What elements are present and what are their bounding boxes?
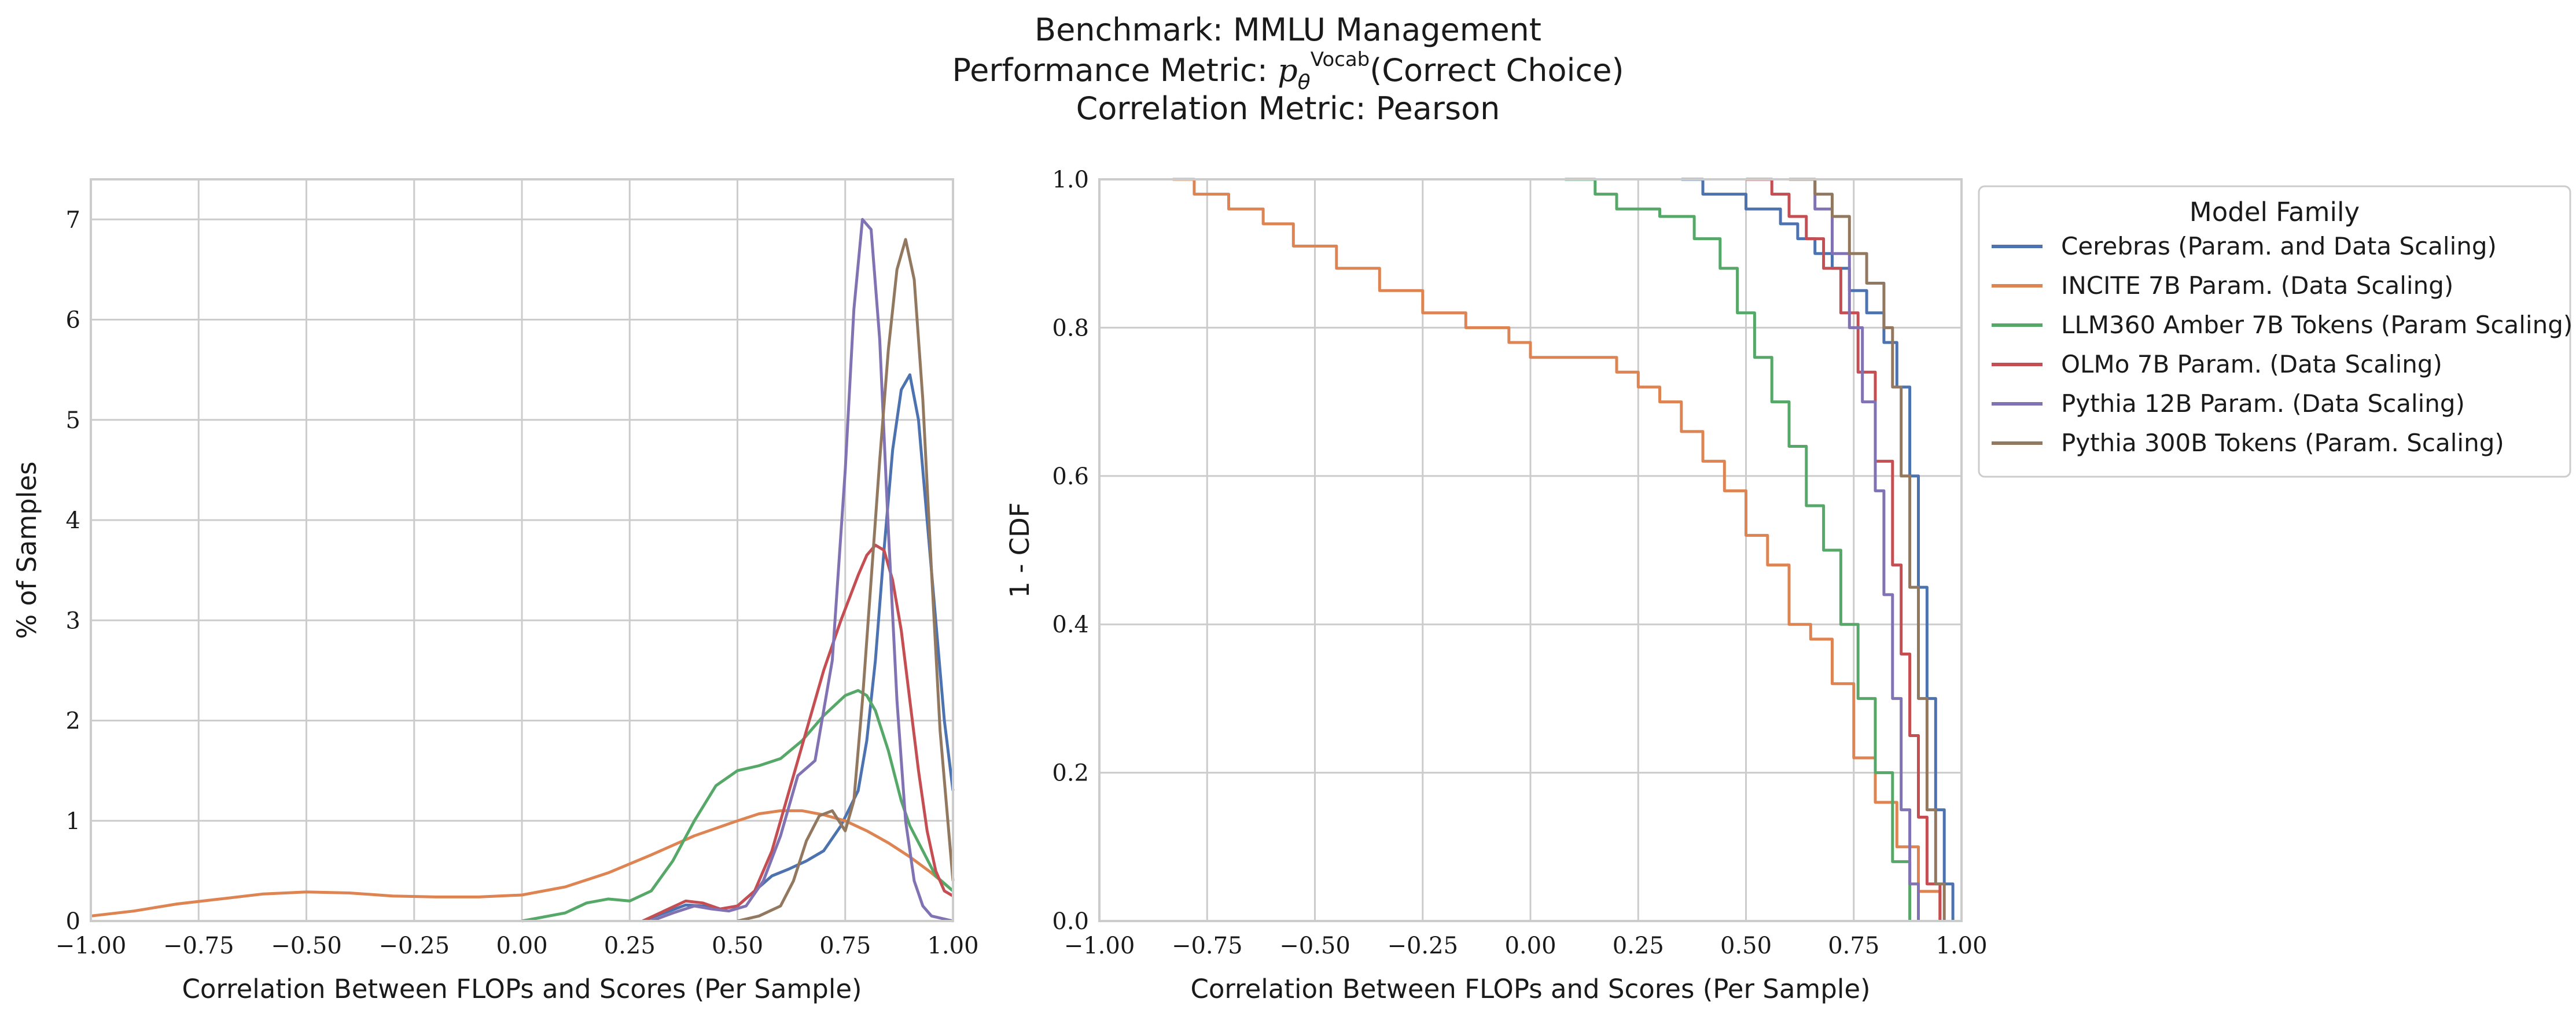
right-x-tick-label: 1.00: [1935, 933, 1987, 959]
left-y-tick-label: 7: [66, 207, 80, 233]
figure-title: Benchmark: MMLU Management Performance M…: [952, 12, 1624, 127]
left-y-tick-label: 0: [66, 908, 80, 935]
left-y-tick-label: 4: [66, 507, 80, 534]
ccdf-panel: −1.00 −0.75 −0.50 −0.25 0.00 0.25 0.50 0.75 1.00…: [1004, 167, 1988, 1004]
legend-title: Model Family: [2189, 197, 2360, 227]
left-x-tick-label: −0.50: [271, 933, 342, 959]
left-y-tick-label: 5: [66, 407, 80, 434]
right-x-tick-label: 0.00: [1504, 933, 1556, 959]
left-x-tick-label: 0.75: [819, 933, 871, 959]
left-x-axis-label: Correlation Between FLOPs and Scores (Pe…: [182, 974, 862, 1004]
right-y-tick-label: 1.0: [1052, 167, 1089, 193]
left-series-olmo-7b-param-data-scaling: [642, 543, 954, 923]
legend-entry-label: OLMo 7B Param. (Data Scaling): [2061, 350, 2442, 378]
left-x-tick-label: 0.50: [712, 933, 763, 959]
legend-items: Cerebras (Param. and Data Scaling) INCITE…: [1992, 232, 2573, 457]
right-x-tick-label: −0.75: [1172, 933, 1243, 959]
left-x-tick-label: −0.75: [163, 933, 234, 959]
left-y-axis-label: % of Samples: [12, 462, 42, 639]
left-y-tick-label: 2: [66, 708, 80, 735]
left-x-tick-label: 1.00: [927, 933, 978, 959]
right-series-llm360-amber-7b-tokens-param-scaling: [1565, 178, 1912, 921]
right-y-tick-label: 0.4: [1052, 612, 1089, 638]
right-series-olmo-7b-param-data-scaling: [1746, 178, 1942, 921]
right-y-tick-label: 0.0: [1052, 908, 1089, 935]
title-line-1: Benchmark: MMLU Management: [1035, 12, 1541, 48]
right-x-tick-labels: −1.00 −0.75 −0.50 −0.25 0.00 0.25 0.50 0.75 1.00: [1064, 933, 1988, 959]
legend-entry-label: Cerebras (Param. and Data Scaling): [2061, 232, 2497, 260]
left-x-tick-label: 0.00: [496, 933, 547, 959]
left-y-tick-labels: 0 1 2 3 4 5 6 7: [66, 207, 80, 935]
left-axes-frame: [90, 178, 954, 922]
kde-panel: −1.00 −0.75 −0.50 −0.25 0.00 0.25 0.50 0.75 1.00…: [12, 178, 979, 1004]
left-series-pythia-300b-tokens-param-scaling: [737, 238, 955, 923]
left-series-pythia-12b-param-data-scaling: [650, 218, 954, 923]
right-series-incite-7b-param-data-scaling: [1172, 178, 1942, 921]
right-series-pythia-12b-param-data-scaling: [1797, 178, 1920, 921]
right-y-axis-label: 1 - CDF: [1004, 502, 1035, 598]
right-x-tick-label: −0.50: [1279, 933, 1350, 959]
legend-entry-label: Pythia 300B Tokens (Param. Scaling): [2061, 429, 2504, 457]
right-series-group: [1172, 178, 1955, 921]
right-x-tick-label: −1.00: [1064, 933, 1135, 959]
right-x-tick-label: 0.25: [1613, 933, 1664, 959]
title-line-3: Correlation Metric: Pearson: [1076, 90, 1500, 127]
left-x-tick-labels: −1.00 −0.75 −0.50 −0.25 0.00 0.25 0.50 0.75 1.00: [56, 933, 979, 959]
right-axes-frame: [1098, 178, 1963, 922]
right-x-tick-label: 0.50: [1720, 933, 1772, 959]
left-x-tick-label: −0.25: [378, 933, 450, 959]
right-y-tick-label: 0.6: [1052, 463, 1089, 490]
left-series-group: [90, 218, 955, 923]
left-series-incite-7b-param-data-scaling: [90, 809, 954, 918]
left-series-llm360-amber-7b-tokens-param-scaling: [521, 689, 954, 923]
legend: Model Family Cerebras (Param. and Data S…: [1978, 185, 2573, 478]
left-y-tick-label: 1: [66, 808, 80, 835]
right-y-tick-label: 0.8: [1052, 315, 1089, 341]
legend-entry-label: INCITE 7B Param. (Data Scaling): [2061, 271, 2453, 300]
title-line-2: Performance Metric: pθVocab(Correct Choi…: [952, 48, 1624, 94]
left-x-tick-label: −1.00: [56, 933, 127, 959]
legend-box: [1978, 185, 2571, 478]
right-series-pythia-300b-tokens-param-scaling: [1789, 178, 1946, 921]
legend-entry-label: LLM360 Amber 7B Tokens (Param Scaling): [2061, 311, 2573, 339]
right-y-tick-labels: 0.0 0.2 0.4 0.6 0.8 1.0: [1052, 167, 1089, 935]
right-x-tick-label: 0.75: [1828, 933, 1879, 959]
right-x-tick-label: −0.25: [1387, 933, 1458, 959]
right-x-axis-label: Correlation Between FLOPs and Scores (Pe…: [1190, 974, 1870, 1004]
left-y-tick-label: 3: [66, 607, 80, 634]
right-y-tick-label: 0.2: [1052, 760, 1089, 787]
left-x-tick-label: 0.25: [604, 933, 656, 959]
right-series-cerebras-param-and-data-scaling: [1681, 178, 1955, 921]
left-y-tick-label: 6: [66, 307, 80, 334]
legend-entry-label: Pythia 12B Param. (Data Scaling): [2061, 389, 2465, 418]
